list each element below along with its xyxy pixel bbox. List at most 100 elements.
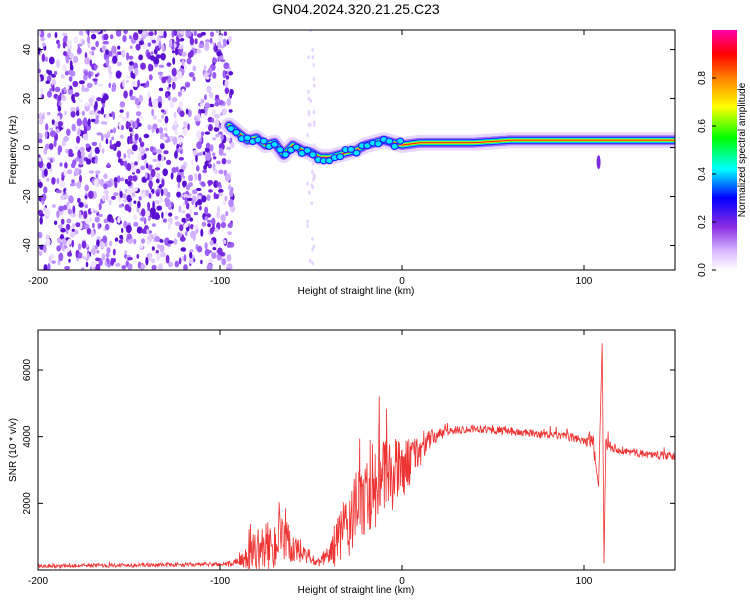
noise-speck xyxy=(72,205,76,214)
noise-speck xyxy=(146,228,150,235)
noise-speck xyxy=(204,124,209,128)
noise-speck xyxy=(211,117,215,123)
noise-speck xyxy=(159,143,165,150)
noise-speck xyxy=(207,179,214,186)
noise-speck xyxy=(135,111,142,117)
noise-speck xyxy=(85,143,90,148)
noise-speck xyxy=(139,141,145,148)
noise-speck xyxy=(161,155,165,162)
noise-speck xyxy=(137,153,142,162)
noise-speck xyxy=(71,239,75,248)
noise-speck xyxy=(148,180,153,189)
noise-speck xyxy=(104,260,108,267)
noise-speck xyxy=(108,240,113,247)
noise-speck xyxy=(310,169,314,174)
noise-speck xyxy=(191,199,195,205)
noise-speck xyxy=(95,73,99,78)
noise-speck xyxy=(198,43,204,49)
noise-speck xyxy=(312,177,315,182)
noise-speck xyxy=(55,128,60,134)
noise-speck xyxy=(110,257,115,266)
noise-speck xyxy=(116,61,122,67)
noise-speck xyxy=(138,137,142,143)
noise-speck xyxy=(171,97,178,103)
noise-speck xyxy=(226,137,231,142)
noise-speck xyxy=(126,233,132,240)
noise-speck xyxy=(85,261,89,268)
noise-speck xyxy=(151,246,155,251)
noise-speck xyxy=(61,32,68,37)
noise-speck xyxy=(131,81,135,87)
noise-speck xyxy=(195,201,198,208)
noise-speck xyxy=(66,169,73,175)
noise-speck xyxy=(157,118,163,123)
noise-speck xyxy=(161,211,164,219)
noise-speck xyxy=(46,177,50,182)
noise-speck xyxy=(205,152,212,161)
noise-speck xyxy=(137,30,143,35)
noise-speck xyxy=(144,189,150,197)
noise-speck xyxy=(152,123,158,130)
noise-speck xyxy=(63,86,67,94)
noise-speck xyxy=(58,252,64,262)
noise-speck xyxy=(81,110,85,116)
snr-y-tick-label: 2000 xyxy=(22,492,33,515)
noise-speck xyxy=(119,234,123,239)
noise-speck xyxy=(88,170,95,174)
noise-speck xyxy=(79,157,83,166)
noise-speck xyxy=(189,249,194,253)
noise-speck xyxy=(67,48,71,56)
noise-speck xyxy=(44,208,51,217)
noise-speck xyxy=(216,50,222,57)
noise-speck xyxy=(88,216,93,222)
noise-speck xyxy=(184,64,187,71)
noise-speck xyxy=(46,111,51,116)
noise-speck xyxy=(95,40,99,48)
noise-speck xyxy=(132,73,136,80)
noise-speck xyxy=(173,30,178,36)
spectrogram-x-tick-label: 0 xyxy=(399,276,405,287)
noise-speck xyxy=(57,105,62,112)
colorbar-gradient xyxy=(712,30,737,270)
noise-speck xyxy=(150,168,156,178)
noise-speck xyxy=(181,59,185,67)
noise-speck xyxy=(213,156,217,160)
noise-speck xyxy=(105,193,108,197)
noise-speck xyxy=(92,78,98,82)
noise-speck xyxy=(156,244,161,249)
noise-speck xyxy=(311,48,314,52)
noise-speck xyxy=(86,158,92,165)
noise-speck xyxy=(84,195,88,199)
noise-speck xyxy=(43,147,48,155)
noise-speck xyxy=(86,228,92,235)
noise-speck xyxy=(150,51,154,55)
noise-speck xyxy=(109,71,113,75)
noise-speck xyxy=(148,74,153,81)
noise-speck xyxy=(149,207,156,216)
noise-speck xyxy=(175,221,181,227)
noise-speck xyxy=(95,257,101,262)
noise-speck xyxy=(134,161,138,166)
spectrogram-y-tick-label: 20 xyxy=(22,93,33,105)
noise-speck xyxy=(127,195,132,201)
noise-speck xyxy=(174,118,178,127)
noise-speck xyxy=(48,56,55,65)
noise-speck xyxy=(165,92,169,99)
noise-speck xyxy=(311,185,315,190)
snr-x-tick-label: 100 xyxy=(576,576,593,587)
noise-speck xyxy=(114,180,118,188)
noise-speck xyxy=(115,140,121,148)
noise-speck xyxy=(82,255,86,260)
ridge-blob xyxy=(336,153,345,161)
noise-speck xyxy=(215,170,218,174)
noise-speck xyxy=(126,162,132,172)
noise-speck xyxy=(192,149,198,156)
spectrogram-y-tick-label: -40 xyxy=(22,238,33,253)
noise-speck xyxy=(134,98,140,106)
noise-speck xyxy=(129,35,132,40)
noise-speck xyxy=(201,221,207,227)
noise-speck xyxy=(111,136,115,141)
noise-speck xyxy=(74,146,80,151)
noise-speck xyxy=(62,64,67,72)
ridge-blob xyxy=(281,151,290,159)
